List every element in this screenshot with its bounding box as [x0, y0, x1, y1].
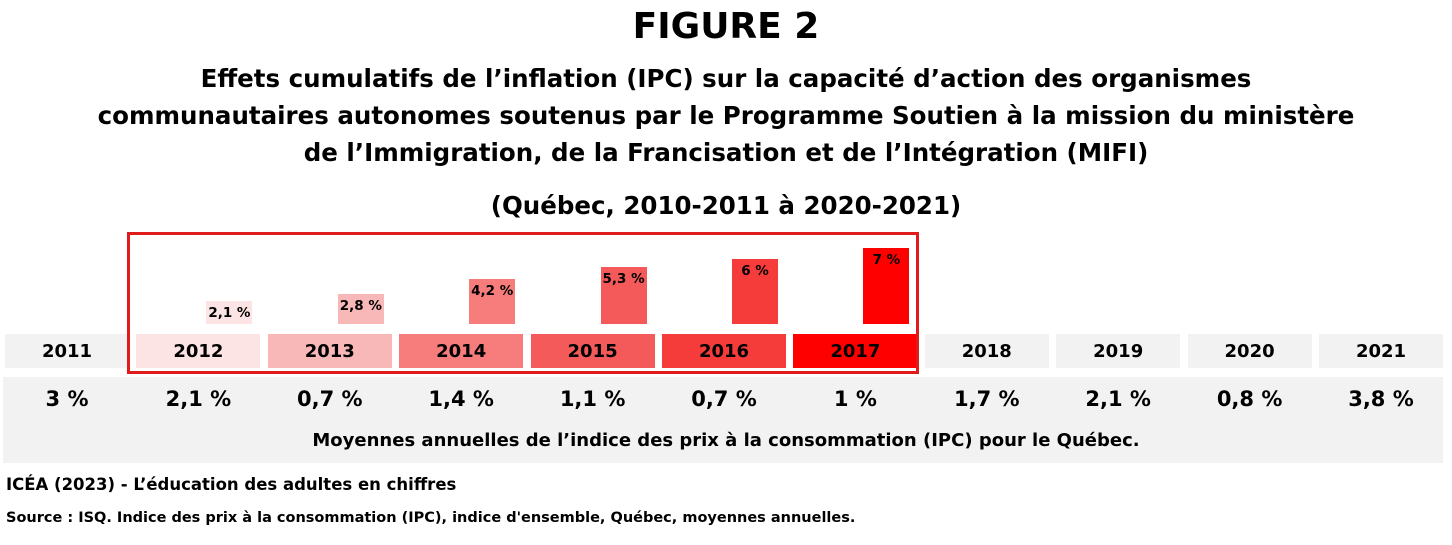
cumulative-bar — [337, 293, 384, 324]
annual-cpi-value: 2,1 % — [165, 387, 232, 411]
cumulative-bar-label: 2,8 % — [339, 297, 382, 314]
year-cell: 2012 — [136, 334, 261, 368]
annual-cpi-value: 0,7 % — [691, 387, 757, 411]
year-cell: 2015 — [530, 334, 655, 368]
cumulative-bar-label: 7 % — [872, 252, 901, 269]
cumulative-bar — [863, 248, 910, 324]
year-cell: 2011 — [5, 334, 129, 368]
annual-cpi-value: 1 % — [833, 387, 877, 411]
title-line: de l’Immigration, de la Francisation et … — [303, 138, 1149, 167]
annual-cpi-value: 1,7 % — [954, 387, 1020, 411]
year-cell: 2016 — [662, 334, 786, 368]
chart-title: Effets cumulatifs de l’inflation (IPC) s… — [0, 60, 1452, 171]
cumulative-bar-label: 2,1 % — [208, 305, 251, 322]
title-line: Effets cumulatifs de l’inflation (IPC) s… — [200, 64, 1252, 93]
year-cell: 2020 — [1187, 334, 1312, 368]
title-line: communautaires autonomes soutenus par le… — [97, 101, 1355, 130]
annual-cpi-value: 0,8 % — [1216, 387, 1283, 411]
year-cell: 2017 — [793, 334, 918, 368]
year-cell: 2018 — [924, 334, 1049, 368]
cumulative-bar — [732, 259, 778, 324]
cpi-table-panel — [3, 377, 1443, 463]
year-cell: 2013 — [267, 334, 392, 368]
year-cell: 2021 — [1319, 334, 1443, 368]
table-caption: Moyennes annuelles de l’indice des prix … — [312, 430, 1140, 451]
chart-subtitle: (Québec, 2010-2011 à 2020-2021) — [490, 191, 962, 220]
source-line: Source : ISQ. Indice des prix à la conso… — [6, 510, 856, 526]
highlight-box — [127, 232, 919, 374]
cumulative-bar — [469, 278, 516, 324]
annual-cpi-value: 1,4 % — [428, 387, 494, 411]
cumulative-bar-label: 5,3 % — [602, 270, 645, 287]
annual-cpi-value: 2,1 % — [1085, 387, 1151, 411]
year-cell: 2019 — [1056, 334, 1181, 368]
cumulative-bar-label: 4,2 % — [471, 282, 514, 299]
figure-label: FIGURE 2 — [632, 6, 820, 47]
year-cell: 2014 — [399, 334, 524, 368]
credit-line: ICÉA (2023) - L’éducation des adultes en… — [6, 475, 457, 494]
cumulative-bar — [600, 266, 647, 324]
cumulative-bar — [206, 301, 253, 324]
annual-cpi-value: 3 % — [45, 387, 89, 411]
annual-cpi-value: 3,8 % — [1348, 387, 1414, 411]
cumulative-bar-label: 6 % — [741, 263, 769, 280]
annual-cpi-value: 1,1 % — [559, 387, 626, 411]
annual-cpi-value: 0,7 % — [297, 387, 363, 411]
